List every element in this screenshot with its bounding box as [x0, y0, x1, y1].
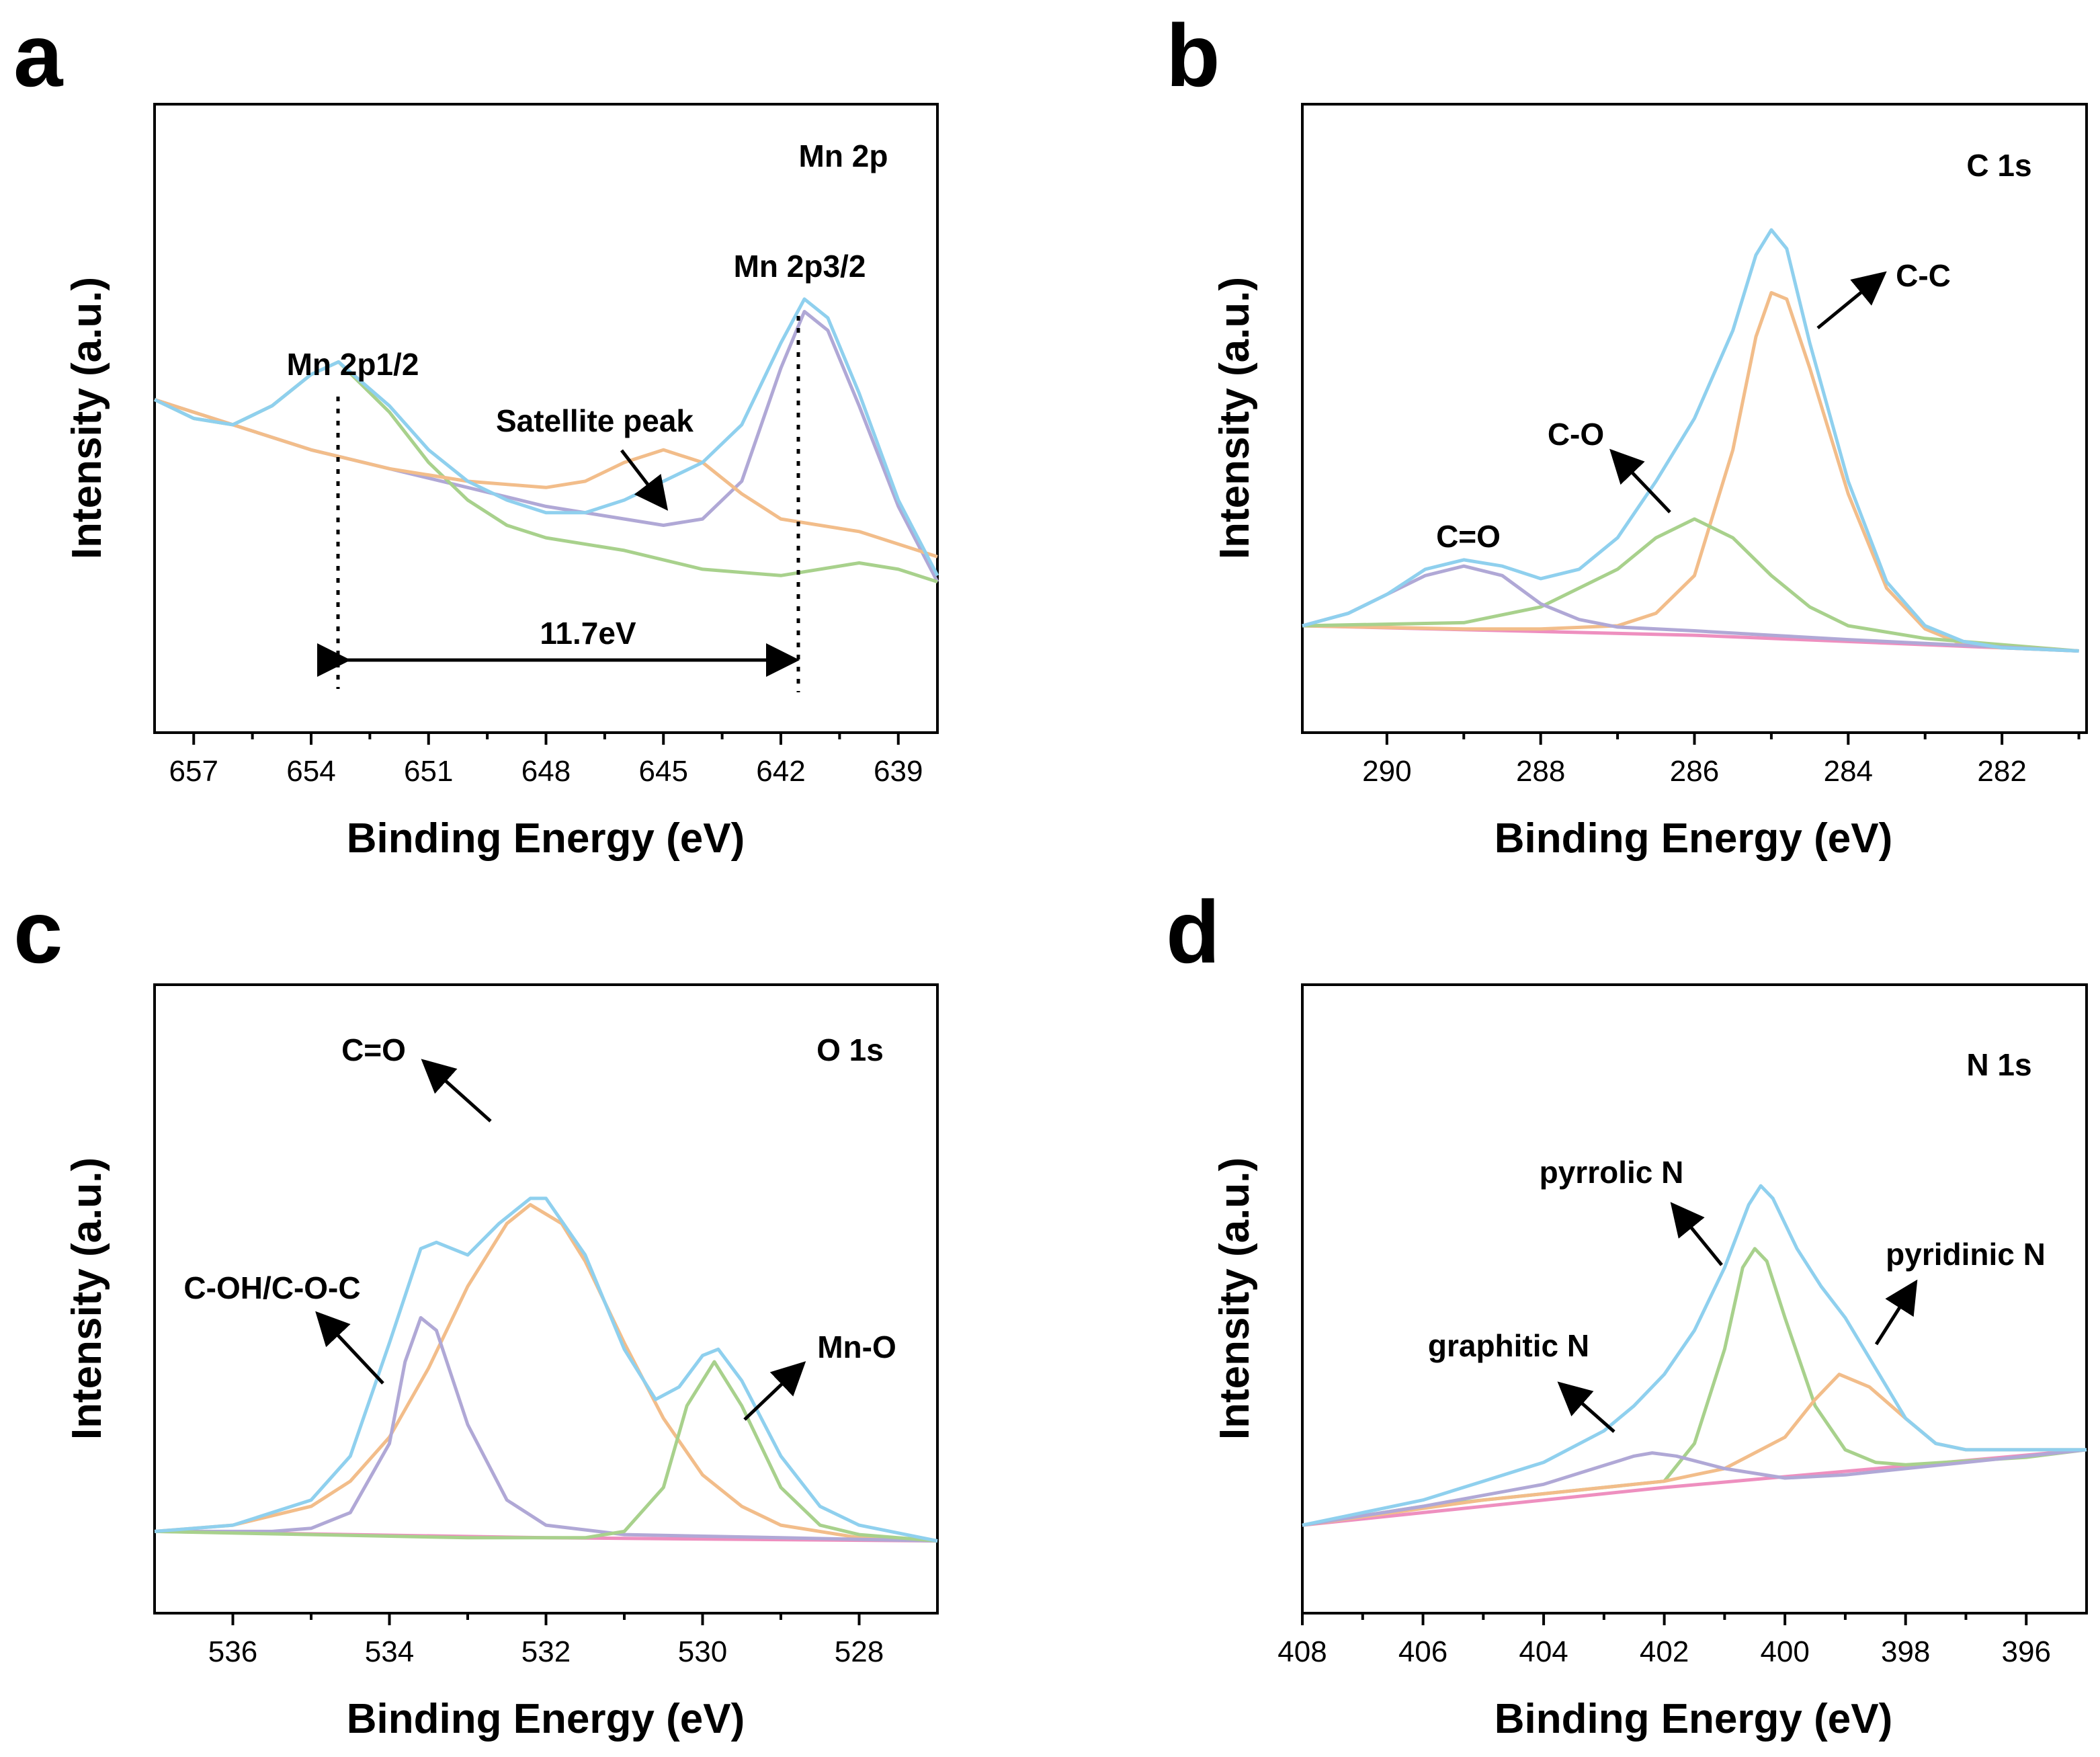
peak-label-graphitic-n: graphitic N [1428, 1328, 1589, 1363]
series-c-envelope [154, 1196, 938, 1543]
pyrrolic-n-arrow [1670, 1202, 1723, 1266]
y-axis-title-c: Intensity (a.u.) [64, 1157, 110, 1440]
peak-label-mn-o: Mn-O [817, 1330, 896, 1364]
c-o-arrow [1609, 448, 1671, 514]
x-tick-label-d-406: 406 [1398, 1635, 1447, 1668]
peak-label-satellite: Satellite peak [496, 403, 694, 438]
series-a-envelope [153, 297, 939, 577]
peak-label-c-o: C-O [1548, 417, 1604, 452]
c-double-o-arrow [421, 1059, 492, 1122]
spectrum-label-o-1s: O 1s [816, 1032, 884, 1067]
panel-letter-d: d [1166, 883, 1220, 981]
x-ticks-a: 657 654 651 648 645 642 639 [169, 733, 923, 788]
peak-label-pyrrolic-n: pyrrolic N [1540, 1155, 1684, 1190]
x-ticks-b: 290 288 286 284 282 [1362, 733, 2081, 788]
x-axis-title-d: Binding Energy (eV) [1495, 1696, 1892, 1742]
series-b-c-o [1302, 517, 2079, 653]
peak-label-mn-2p1-2: Mn 2p1/2 [287, 347, 419, 382]
satellite-arrow [620, 449, 669, 511]
curves-b [1302, 228, 2079, 653]
x-ticks-c: 536 534 532 530 528 [208, 1613, 884, 1668]
series-b-c-c [1302, 291, 2079, 653]
pyridinic-n-arrow [1874, 1279, 1918, 1346]
panel-a: a 657 654 651 648 645 642 639 Mn 2p Mn 2p3/2 M… [13, 6, 939, 862]
panel-letter-b: b [1166, 6, 1220, 105]
series-c-c-o [154, 1202, 938, 1543]
mn-o-arrow [743, 1361, 806, 1421]
x-tick-label-a-654: 654 [286, 755, 335, 788]
series-b-envelope [1302, 228, 2079, 653]
series-a-mn-2p1-2 [153, 360, 938, 583]
x-axis-title-a: Binding Energy (eV) [347, 815, 745, 862]
y-axis-title-b: Intensity (a.u.) [1212, 277, 1258, 559]
panel-letter-c: c [13, 883, 62, 981]
x-tick-label-d-400: 400 [1760, 1635, 1809, 1668]
x-tick-label-c-532: 532 [521, 1635, 571, 1668]
plot-frame-d [1301, 983, 2088, 1615]
spectrum-label-mn-2p: Mn 2p [799, 138, 888, 173]
x-tick-label-b-282: 282 [1977, 755, 2026, 788]
curves-c [154, 1196, 938, 1543]
peak-label-c-double-o-c: C=O [341, 1032, 406, 1067]
x-tick-label-d-404: 404 [1519, 1635, 1568, 1668]
spectrum-label-c-1s: C 1s [1966, 148, 2031, 183]
graphitic-n-arrow [1557, 1381, 1615, 1433]
x-axis-title-b: Binding Energy (eV) [1495, 815, 1892, 862]
x-tick-label-b-290: 290 [1362, 755, 1411, 788]
x-tick-label-a-651: 651 [404, 755, 453, 788]
series-a-satellite-peak [154, 398, 938, 559]
x-tick-label-a-645: 645 [639, 755, 688, 788]
x-tick-label-d-402: 402 [1640, 1635, 1689, 1668]
x-tick-label-c-534: 534 [365, 1635, 414, 1668]
x-axis-title-c: Binding Energy (eV) [347, 1696, 745, 1742]
peak-label-c-oh: C-OH/C-O-C [183, 1270, 360, 1305]
x-tick-label-d-408: 408 [1277, 1635, 1327, 1668]
series-a-mn-2p3-2 [154, 310, 939, 583]
x-tick-label-c-528: 528 [835, 1635, 884, 1668]
x-ticks-d: 408 406 404 402 400 398 396 [1277, 1613, 2051, 1668]
c-oh-arrow [315, 1311, 384, 1385]
x-tick-label-c-530: 530 [678, 1635, 727, 1668]
x-tick-label-a-657: 657 [169, 755, 218, 788]
series-c-mn-o [154, 1360, 938, 1543]
x-tick-label-d-398: 398 [1881, 1635, 1930, 1668]
peak-label-mn-2p3-2: Mn 2p3/2 [734, 249, 866, 284]
y-axis-title-a: Intensity (a.u.) [64, 277, 110, 559]
spectrum-label-n-1s: N 1s [1966, 1047, 2031, 1082]
curves-d [1302, 1184, 2087, 1527]
c-c-arrow [1816, 271, 1887, 329]
x-tick-label-a-639: 639 [874, 755, 923, 788]
peak-label-c-c: C-C [1896, 258, 1951, 293]
x-tick-label-b-288: 288 [1516, 755, 1565, 788]
peak-label-pyridinic-n: pyridinic N [1886, 1237, 2046, 1272]
splitting-label: 11.7eV [540, 616, 636, 651]
panel-b: b 290 288 286 284 282 C 1s C-C C-O C=O Bindi… [1166, 6, 2088, 862]
panel-c: c 536 534 532 530 528 O 1s C=O C-OH/C-O-C Mn… [13, 883, 939, 1742]
series-b-c-o [1302, 564, 2079, 653]
panel-d: d 408 406 404 402 400 398 396 N 1s pyrrolic N … [1166, 883, 2088, 1742]
x-tick-label-b-286: 286 [1670, 755, 1719, 788]
x-tick-label-d-396: 396 [2002, 1635, 2051, 1668]
x-tick-label-a-642: 642 [756, 755, 805, 788]
series-d-graphitic-n [1302, 1448, 2087, 1527]
peak-label-c-double-o: C=O [1436, 519, 1501, 554]
x-tick-label-b-284: 284 [1824, 755, 1873, 788]
panel-letter-a: a [13, 6, 64, 105]
y-axis-title-d: Intensity (a.u.) [1212, 1157, 1258, 1440]
x-tick-label-a-648: 648 [521, 755, 571, 788]
series-d-envelope [1302, 1184, 2087, 1527]
curves-a [153, 297, 939, 583]
x-tick-label-c-536: 536 [208, 1635, 257, 1668]
